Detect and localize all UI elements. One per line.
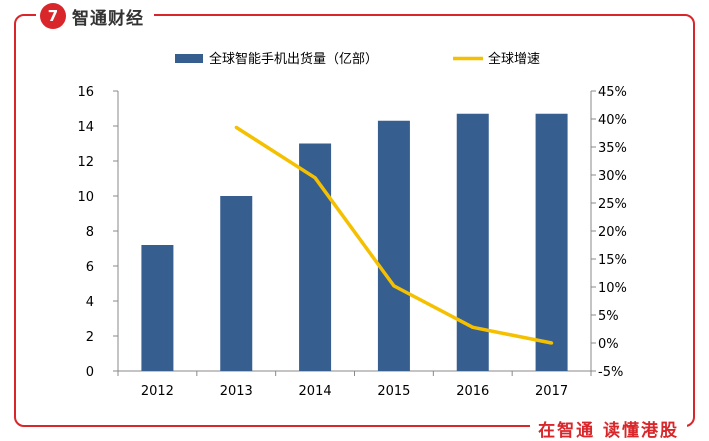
right-tick-label: 40%: [598, 113, 627, 128]
right-tick-label: 45%: [598, 85, 627, 100]
left-tick-label: 4: [86, 295, 94, 310]
right-tick-label: -5%: [598, 365, 623, 380]
x-tick-label: 2015: [377, 384, 410, 399]
bar-2015: [377, 120, 410, 371]
right-tick-label: 5%: [598, 309, 619, 324]
right-tick-label: 15%: [598, 253, 627, 268]
left-tick-label: 14: [77, 120, 94, 135]
x-tick-label: 2016: [456, 384, 489, 399]
legend-line-label: 全球增速: [488, 51, 540, 67]
right-tick-label: 10%: [598, 281, 627, 296]
left-tick-label: 8: [86, 225, 94, 240]
growth-point-2015: [392, 284, 396, 288]
right-tick-label: 30%: [598, 169, 627, 184]
axes: 0 2 4 6 8 10 12 14 16 -5% 0% 5% 10% 15% 20% 25% 30% 35% 40…: [77, 85, 626, 399]
bar-2014: [299, 143, 332, 371]
bar-2013: [220, 196, 253, 371]
right-tick-label: 0%: [598, 337, 619, 352]
bar-2012: [141, 245, 174, 371]
brand-slogan: 在智通 读懂港股: [530, 415, 687, 441]
bar-2016: [456, 113, 489, 371]
x-tick-label: 2017: [535, 384, 568, 399]
left-tick-label: 0: [86, 365, 94, 380]
chart-frame: [14, 14, 695, 427]
growth-line: [234, 125, 554, 345]
left-tick-label: 2: [86, 330, 94, 345]
left-tick-label: 6: [86, 260, 94, 275]
growth-point-2014: [313, 176, 317, 180]
left-tick-label: 10: [77, 190, 94, 205]
x-tick-label: 2014: [299, 384, 332, 399]
x-tick-label: 2013: [220, 384, 253, 399]
bar-2017: [535, 113, 568, 371]
brand-name: 智通财经: [72, 8, 144, 29]
right-tick-label: 25%: [598, 197, 627, 212]
brand-header: 7 智通财经: [36, 3, 154, 29]
brand-logo-icon: 7: [40, 3, 66, 29]
legend-bar-swatch: [175, 54, 203, 63]
right-tick-label: 35%: [598, 141, 627, 156]
left-tick-label: 12: [77, 155, 94, 170]
legend: 全球智能手机出货量（亿部） 全球增速: [175, 51, 540, 67]
left-tick-label: 16: [77, 85, 94, 100]
growth-point-2016: [471, 325, 475, 329]
growth-point-2013: [234, 125, 238, 129]
right-tick-label: 20%: [598, 225, 627, 240]
x-tick-label: 2012: [141, 384, 174, 399]
growth-point-2017: [549, 341, 554, 345]
legend-bar-label: 全球智能手机出货量（亿部）: [209, 51, 378, 67]
